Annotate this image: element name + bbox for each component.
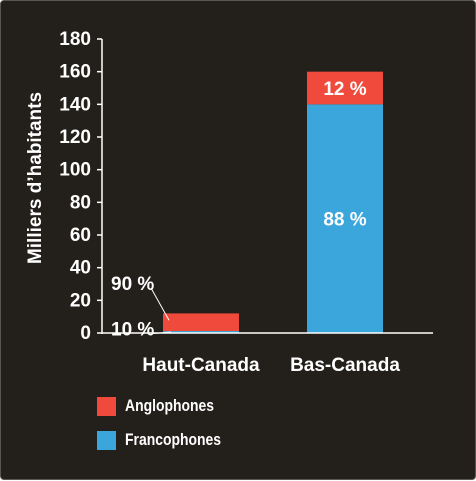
bar-bas-canada-francophones [307,104,383,333]
y-tick-label-140: 140 [59,94,91,115]
data-label-haut-canada-francophones-leader [150,331,172,335]
data-label-haut-canada-anglophones-leader [150,287,170,321]
x-tick-label-bas-canada: Bas-Canada [290,355,400,376]
y-tick-label-100: 100 [59,160,91,181]
bar-haut-canada-francophones [163,331,239,333]
bar-bas-canada-anglophones [307,71,383,105]
y-tick-label-40: 40 [70,258,91,279]
legend: Anglophones Francophones [97,395,242,463]
data-label-bas-canada-anglophones: 12 % [323,79,366,100]
data-label-bas-canada-francophones: 88 % [323,210,366,231]
x-tick-label-haut-canada: Haut-Canada [142,355,260,376]
y-tick-label-120: 120 [59,127,91,148]
legend-item-francophones: Francophones [97,429,242,451]
y-tick-label-160: 160 [59,62,91,83]
legend-label-francophones: Francophones [125,430,222,449]
legend-label-anglophones: Anglophones [125,396,215,415]
legend-swatch-anglophones [97,396,116,416]
legend-item-anglophones: Anglophones [97,395,242,417]
y-axis-title: Milliers d’habitants [25,92,46,264]
legend-swatch-francophones [97,430,116,450]
bar-haut-canada-anglophones [163,313,239,332]
y-tick-label-20: 20 [70,290,91,311]
y-tick-label-60: 60 [70,225,91,246]
data-label-haut-canada-anglophones: 90 % [111,274,154,295]
y-tick-label-0: 0 [80,323,91,344]
data-label-haut-canada-francophones: 10 % [111,320,154,341]
y-tick-label-180: 180 [59,29,91,50]
y-tick-label-80: 80 [70,192,91,213]
